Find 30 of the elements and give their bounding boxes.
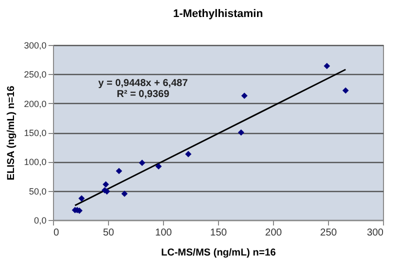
point bbox=[138, 160, 146, 166]
x-tick-label: 250 bbox=[320, 228, 338, 238]
point bbox=[241, 92, 248, 99]
annotation: R² = 0,9369 bbox=[116, 89, 170, 100]
y-tick-label: 100,0 bbox=[24, 157, 46, 168]
point bbox=[121, 190, 128, 197]
y-tick-label: 250,0 bbox=[24, 70, 46, 80]
x-tick-label: 300 bbox=[366, 228, 384, 238]
point bbox=[185, 150, 192, 158]
point bbox=[238, 129, 244, 136]
x-tick-label: 150 bbox=[210, 228, 228, 238]
y-tick-label: 300,0 bbox=[24, 40, 46, 50]
point bbox=[78, 195, 85, 202]
x-tick-label: 50 bbox=[102, 228, 114, 238]
x-tick-label: 100 bbox=[155, 228, 172, 238]
x-axis-title: LC-MS/MS (ng/mL) n=16 bbox=[161, 248, 276, 258]
chart-title: 1-Methylhistamin bbox=[173, 8, 264, 20]
y-tick-label: 0,0 bbox=[34, 216, 46, 226]
annotation: y = 0,9448x + 6,487 bbox=[98, 78, 188, 89]
point bbox=[155, 163, 162, 170]
y-tick-label: 50,0 bbox=[28, 186, 46, 196]
y-tick-label: 200,0 bbox=[24, 98, 46, 109]
y-axis-title: ELISA (ng/mL) n=16 bbox=[6, 85, 17, 180]
point bbox=[324, 62, 330, 70]
x-tick-label: 200 bbox=[265, 228, 282, 238]
y-tick-label: 150,0 bbox=[24, 128, 46, 138]
x-tick-label: 0 bbox=[54, 228, 60, 238]
point bbox=[116, 168, 122, 174]
point bbox=[102, 181, 109, 188]
point bbox=[342, 87, 349, 94]
